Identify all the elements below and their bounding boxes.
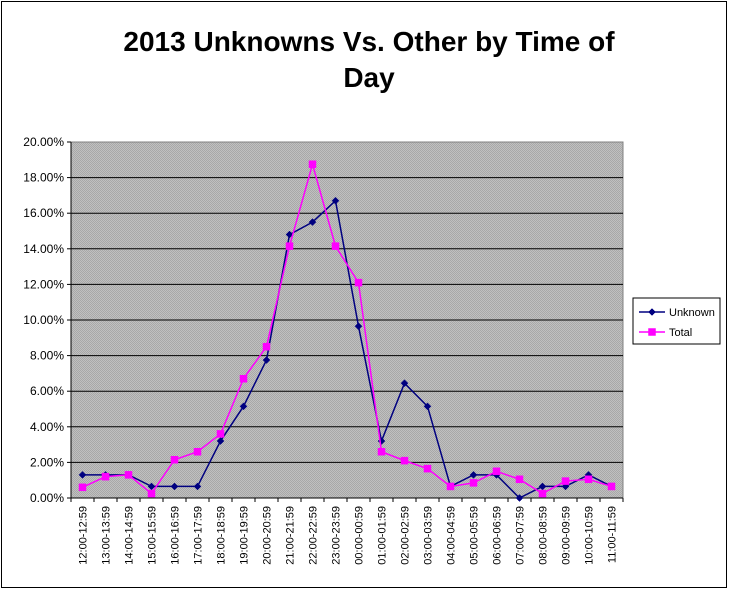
x-tick-label: 19:00-19:59 xyxy=(239,506,251,565)
data-point-total xyxy=(354,278,363,287)
series-line-total xyxy=(82,161,612,495)
data-point-total xyxy=(101,472,110,481)
x-tick-label: 20:00-20:59 xyxy=(262,506,274,565)
data-point-total xyxy=(446,482,455,491)
x-tick-label: 14:00-14:59 xyxy=(124,506,136,565)
x-tick-label: 08:00-08:59 xyxy=(538,506,550,565)
data-point-total xyxy=(216,430,225,438)
y-tick-label: 6.00% xyxy=(30,384,64,398)
data-point-total xyxy=(170,455,179,464)
y-tick-label: 18.00% xyxy=(23,171,64,185)
y-tick-label: 10.00% xyxy=(23,313,64,327)
x-tick-label: 22:00-22:59 xyxy=(308,506,320,565)
x-tick-label: 16:00-16:59 xyxy=(170,506,182,565)
data-point-unknown xyxy=(285,230,294,239)
x-tick-label: 05:00-05:59 xyxy=(469,506,481,565)
chart-title-line-1: 2013 Unknowns Vs. Other by Time of xyxy=(123,26,615,57)
x-tick-label: 03:00-03:59 xyxy=(423,506,435,565)
grid-lines xyxy=(71,177,623,463)
data-point-total xyxy=(147,489,156,498)
data-point-unknown xyxy=(78,471,87,479)
data-point-total xyxy=(239,374,248,383)
data-point-total xyxy=(78,483,87,492)
legend-marker-unknown xyxy=(648,308,656,316)
data-point-unknown xyxy=(469,471,478,479)
y-tick-label: 4.00% xyxy=(30,420,64,434)
data-point-total xyxy=(377,447,386,456)
legend-label-unknown: Unknown xyxy=(669,307,715,319)
y-tick-label: 0.00% xyxy=(30,491,64,505)
tick-labels: 0.00% 2.00% 4.00% 6.00% 8.00% 10.00% 12.00% 14.… xyxy=(23,135,618,565)
x-tick-label: 04:00-04:59 xyxy=(446,506,458,565)
data-point-total xyxy=(607,482,616,491)
x-tick-label: 12:00-12:59 xyxy=(78,506,90,565)
x-tick-label: 06:00-06:59 xyxy=(492,506,504,565)
series-total xyxy=(78,160,616,498)
data-point-total xyxy=(492,467,501,476)
x-tick-label: 18:00-18:59 xyxy=(216,506,228,565)
chart-title-line-2: Day xyxy=(343,62,395,93)
data-point-unknown xyxy=(400,379,409,388)
x-tick-label: 02:00-02:59 xyxy=(400,506,412,565)
data-point-total xyxy=(469,479,478,487)
x-tick-label: 10:00-10:59 xyxy=(584,506,596,565)
x-tick-label: 21:00-21:59 xyxy=(285,506,297,565)
data-point-unknown xyxy=(331,196,340,205)
data-point-total xyxy=(308,160,317,168)
data-point-total xyxy=(331,242,340,250)
y-tick-label: 16.00% xyxy=(23,206,64,220)
legend-box xyxy=(632,297,721,345)
axes xyxy=(67,141,624,502)
legend-marker-total xyxy=(648,328,656,336)
data-point-unknown xyxy=(423,402,432,411)
legend-label-total: Total xyxy=(669,327,692,339)
data-point-total xyxy=(515,475,524,484)
y-tick-label: 20.00% xyxy=(23,135,64,149)
data-point-total xyxy=(561,477,570,485)
data-point-total xyxy=(400,456,409,465)
x-tick-label: 15:00-15:59 xyxy=(147,506,159,565)
data-point-total xyxy=(262,342,271,351)
data-point-unknown xyxy=(239,402,248,411)
x-tick-label: 00:00-00:59 xyxy=(354,506,366,565)
data-point-total xyxy=(584,475,593,484)
y-tick-label: 14.00% xyxy=(23,242,64,256)
data-point-unknown xyxy=(216,437,225,445)
data-point-total xyxy=(285,242,294,250)
data-point-unknown xyxy=(354,322,363,331)
data-point-unknown xyxy=(193,482,202,491)
x-tick-label: 11:00-11:59 xyxy=(607,506,619,563)
data-point-total xyxy=(124,471,133,479)
data-point-unknown xyxy=(262,356,271,364)
legend: Unknown Total xyxy=(632,297,721,345)
x-tick-label: 01:00-01:59 xyxy=(377,506,389,565)
y-tick-label: 12.00% xyxy=(23,277,64,291)
data-point-unknown xyxy=(170,482,179,491)
data-point-total xyxy=(193,447,202,456)
data-point-unknown xyxy=(515,494,524,502)
x-tick-label: 13:00-13:59 xyxy=(101,506,113,565)
x-tick-label: 23:00-23:59 xyxy=(331,506,343,565)
data-point-total xyxy=(538,489,547,498)
x-tick-label: 07:00-07:59 xyxy=(515,506,527,565)
data-point-unknown xyxy=(308,218,317,226)
y-tick-label: 8.00% xyxy=(30,349,64,363)
series-layer xyxy=(78,160,616,502)
legend-items: Unknown Total xyxy=(639,307,715,339)
y-tick-label: 2.00% xyxy=(30,455,64,469)
data-point-total xyxy=(423,464,432,473)
x-tick-label: 17:00-17:59 xyxy=(193,506,205,565)
x-tick-label: 09:00-09:59 xyxy=(561,506,573,565)
